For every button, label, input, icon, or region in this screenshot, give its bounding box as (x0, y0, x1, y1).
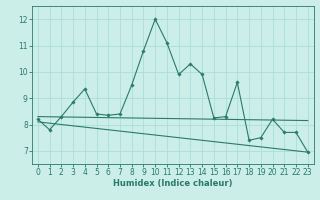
X-axis label: Humidex (Indice chaleur): Humidex (Indice chaleur) (113, 179, 233, 188)
